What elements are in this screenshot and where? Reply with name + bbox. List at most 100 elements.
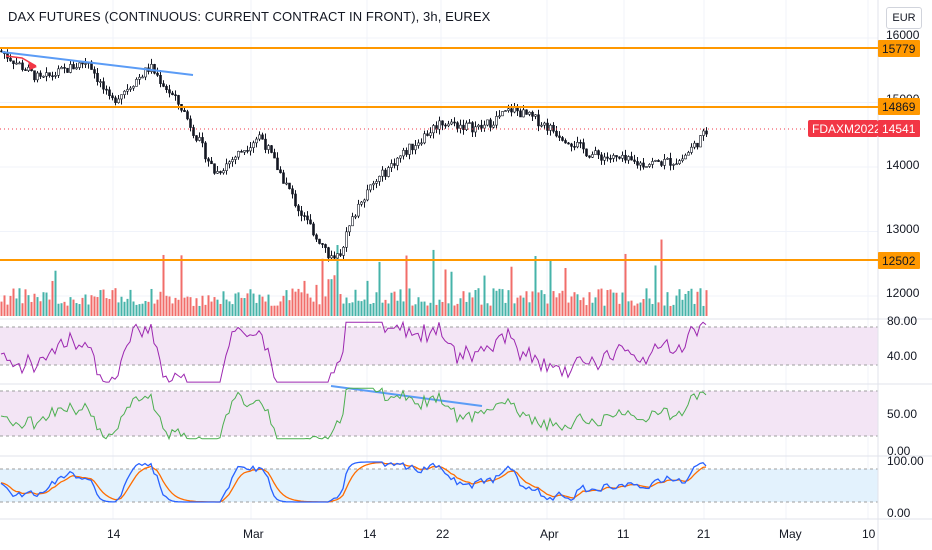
candle-body bbox=[81, 62, 84, 65]
volume-bar bbox=[117, 302, 120, 316]
volume-bar bbox=[513, 303, 516, 316]
volume-bar bbox=[240, 297, 243, 316]
candle-body bbox=[486, 119, 489, 126]
currency-button[interactable]: EUR bbox=[886, 7, 922, 29]
candle-body bbox=[447, 123, 450, 127]
volume-bar bbox=[501, 289, 504, 316]
candle-body bbox=[327, 247, 330, 259]
candle-body bbox=[111, 95, 114, 99]
volume-bar bbox=[489, 305, 492, 316]
candle-body bbox=[15, 62, 18, 65]
volume-bar bbox=[456, 303, 459, 316]
volume-bar bbox=[312, 301, 315, 316]
volume-bar bbox=[435, 304, 438, 316]
candle-body bbox=[201, 137, 204, 144]
volume-bar bbox=[396, 300, 399, 316]
candle-body bbox=[294, 193, 297, 207]
level-label-14869: 14869 bbox=[878, 98, 920, 115]
osc-band bbox=[0, 391, 878, 436]
candle-body bbox=[393, 163, 396, 166]
volume-bar bbox=[216, 299, 219, 316]
candle-body bbox=[519, 110, 522, 118]
volume-bar bbox=[204, 304, 207, 316]
candle-body bbox=[618, 156, 621, 159]
candle-body bbox=[681, 158, 684, 161]
volume-bar bbox=[432, 249, 435, 316]
volume-bar bbox=[18, 288, 21, 316]
candle-body bbox=[261, 134, 264, 140]
candle-body bbox=[99, 81, 102, 83]
volume-bar bbox=[3, 295, 6, 316]
price-tick-12000: 12000 bbox=[886, 286, 920, 300]
volume-bar bbox=[267, 294, 270, 316]
symbol-badge[interactable]: FDAXM2022 bbox=[808, 120, 881, 137]
candle-body bbox=[171, 92, 174, 96]
candle-body bbox=[687, 152, 690, 156]
candle-body bbox=[459, 124, 462, 129]
price-trendline[interactable] bbox=[1, 51, 194, 76]
volume-bar bbox=[552, 291, 555, 316]
volume-bar bbox=[114, 288, 117, 316]
candle-body bbox=[600, 154, 603, 161]
volume-bar bbox=[483, 275, 486, 316]
volume-bar bbox=[693, 303, 696, 316]
volume-bar bbox=[480, 304, 483, 316]
candle-body bbox=[303, 215, 306, 217]
volume-bar bbox=[78, 304, 81, 316]
candle-body bbox=[129, 87, 132, 90]
volume-bar bbox=[546, 303, 549, 316]
volume-bar bbox=[474, 289, 477, 316]
time-label-21-apr: 21 bbox=[697, 527, 711, 541]
volume-bar bbox=[372, 302, 375, 316]
volume-bar bbox=[66, 305, 69, 316]
candle-body bbox=[468, 122, 471, 124]
volume-bar bbox=[285, 290, 288, 316]
volume-bar bbox=[423, 301, 426, 316]
candle-body bbox=[597, 150, 600, 156]
arrow-annotation[interactable] bbox=[5, 55, 37, 70]
volume-bar bbox=[150, 288, 153, 316]
volume-bar bbox=[360, 301, 363, 316]
svg-text:14541: 14541 bbox=[882, 122, 916, 136]
candle-body bbox=[210, 160, 213, 165]
volume-bar bbox=[336, 245, 339, 316]
osc-trendline[interactable] bbox=[330, 385, 483, 407]
volume-bar bbox=[27, 295, 30, 316]
volume-bar bbox=[348, 303, 351, 316]
volume-bar bbox=[54, 270, 57, 316]
candle-body bbox=[93, 69, 96, 74]
candle-body bbox=[123, 90, 126, 95]
candle-body bbox=[558, 135, 561, 138]
volume-bar bbox=[528, 302, 531, 316]
volume-bar bbox=[42, 292, 45, 316]
osc-tick-0-partial: 0.00 bbox=[887, 444, 911, 458]
volume-bar bbox=[678, 289, 681, 316]
volume-bar bbox=[702, 305, 705, 316]
volume-bar bbox=[531, 291, 534, 316]
volume-bar bbox=[45, 292, 48, 316]
candle-body bbox=[213, 163, 216, 174]
candle-body bbox=[417, 142, 420, 146]
candle-body bbox=[420, 142, 423, 145]
candle-body bbox=[195, 135, 198, 141]
candles bbox=[0, 47, 708, 262]
volume-bar bbox=[12, 288, 15, 316]
volume-bar bbox=[606, 290, 609, 316]
volume-bar bbox=[324, 296, 327, 316]
volume-bar bbox=[147, 301, 150, 316]
volume-bar bbox=[645, 288, 648, 316]
volume-bar bbox=[243, 298, 246, 316]
candle-body bbox=[114, 97, 117, 103]
candle-body bbox=[48, 72, 51, 77]
candle-body bbox=[384, 169, 387, 177]
volume-bar bbox=[636, 303, 639, 316]
candle-body bbox=[69, 64, 72, 73]
chart-title: DAX FUTURES (CONTINUOUS: CURRENT CONTRAC… bbox=[8, 9, 491, 24]
candle-body bbox=[522, 109, 525, 118]
volume-bar bbox=[288, 300, 291, 316]
volume-bar bbox=[228, 301, 231, 316]
candle-body bbox=[156, 72, 159, 76]
candle-body bbox=[573, 146, 576, 148]
candle-body bbox=[378, 175, 381, 182]
